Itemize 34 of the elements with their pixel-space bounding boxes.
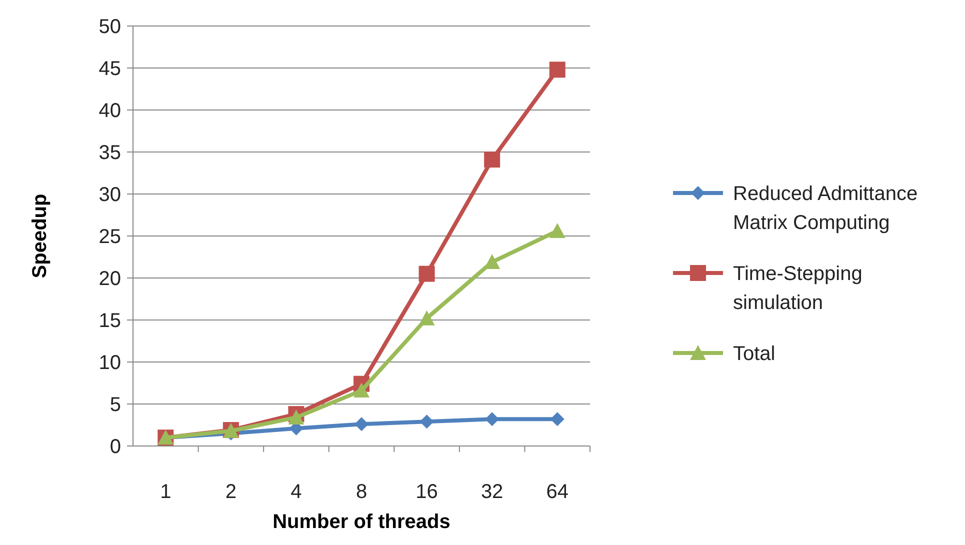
point	[485, 412, 500, 426]
y-axis-title: Speedup	[29, 194, 51, 278]
y-tick-label: 25	[98, 226, 121, 248]
x-tick-label: 2	[225, 481, 236, 503]
legend-label: Time-Stepping simulation	[733, 263, 862, 314]
legend-label: Total	[733, 343, 776, 365]
y-tick-label: 5	[110, 394, 121, 416]
legend-label: Reduced Admittance Matrix Computing	[733, 183, 918, 234]
point	[420, 414, 434, 429]
x-tick-label: 64	[546, 481, 568, 503]
point	[354, 382, 370, 398]
x-tick-label: 8	[356, 481, 368, 503]
point	[418, 266, 435, 282]
y-tick-label: 45	[98, 58, 121, 80]
y-tick-label: 30	[98, 184, 121, 206]
y-tick-label: 35	[98, 142, 121, 164]
y-tick-label: 50	[98, 16, 121, 38]
point	[418, 310, 435, 326]
x-tick-label: 1	[160, 481, 172, 503]
point	[549, 222, 566, 238]
y-tick-label: 0	[110, 436, 121, 458]
y-tick-label: 40	[98, 100, 121, 122]
point	[550, 412, 564, 426]
y-tick-label: 15	[98, 310, 121, 332]
y-tick-label: 20	[98, 268, 121, 290]
x-axis-title: Number of threads	[272, 511, 450, 533]
point	[288, 409, 304, 424]
y-tick-label: 10	[98, 352, 121, 374]
x-tick-label: 32	[480, 481, 504, 503]
point	[549, 62, 566, 78]
x-tick-label: 16	[416, 481, 438, 503]
x-tick-label: 4	[290, 481, 302, 503]
point	[484, 152, 500, 168]
point	[354, 417, 368, 432]
